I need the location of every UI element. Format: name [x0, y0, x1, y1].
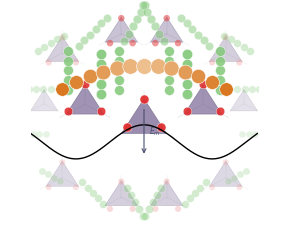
Polygon shape — [230, 90, 257, 111]
Point — [24, 132, 29, 136]
Point — [153, 207, 158, 211]
Point — [242, 87, 247, 90]
Point — [98, 62, 103, 66]
Point — [228, 38, 233, 41]
Point — [182, 202, 187, 205]
Point — [151, 200, 156, 204]
Point — [237, 185, 242, 189]
Point — [143, 3, 148, 6]
Point — [98, 82, 103, 86]
Polygon shape — [46, 161, 79, 186]
Point — [218, 78, 222, 82]
Point — [159, 187, 163, 190]
Point — [237, 61, 242, 64]
Point — [184, 21, 189, 25]
Point — [210, 61, 214, 64]
Point — [249, 87, 254, 90]
Point — [235, 87, 240, 90]
Point — [101, 70, 105, 73]
Point — [185, 82, 190, 86]
Polygon shape — [150, 180, 183, 206]
Circle shape — [61, 31, 227, 196]
Point — [223, 160, 228, 164]
Point — [46, 61, 51, 64]
Point — [176, 41, 180, 45]
Point — [31, 132, 35, 136]
Circle shape — [36, 6, 252, 221]
Point — [246, 132, 251, 136]
Circle shape — [49, 18, 239, 209]
Point — [108, 41, 112, 45]
Point — [223, 87, 228, 90]
Circle shape — [11, 0, 277, 227]
Point — [226, 179, 230, 183]
Point — [130, 25, 135, 28]
Polygon shape — [105, 180, 138, 206]
Point — [96, 196, 101, 200]
Point — [153, 41, 158, 45]
Point — [132, 200, 137, 204]
Polygon shape — [31, 90, 58, 111]
Point — [85, 186, 90, 190]
Point — [122, 39, 127, 43]
Point — [185, 52, 190, 55]
Point — [179, 16, 183, 19]
Polygon shape — [105, 17, 138, 42]
Point — [117, 88, 121, 91]
Point — [198, 186, 203, 190]
Point — [167, 49, 171, 53]
Circle shape — [58, 28, 230, 199]
Point — [88, 33, 92, 37]
Point — [248, 49, 252, 52]
Point — [142, 97, 146, 101]
Point — [167, 78, 171, 82]
Point — [185, 62, 190, 66]
Point — [257, 87, 261, 90]
Point — [55, 38, 60, 41]
Point — [218, 49, 222, 53]
Text: $E_m$: $E_m$ — [149, 125, 160, 138]
Point — [155, 193, 159, 197]
Point — [176, 207, 180, 211]
Point — [128, 65, 133, 68]
Circle shape — [18, 0, 270, 227]
Point — [119, 180, 124, 183]
Point — [98, 92, 103, 96]
Point — [48, 87, 53, 90]
Point — [117, 49, 121, 53]
Point — [82, 39, 87, 42]
Point — [196, 74, 201, 78]
Point — [58, 179, 62, 183]
Point — [203, 181, 208, 184]
Point — [44, 132, 48, 136]
Point — [149, 17, 153, 21]
Point — [169, 67, 174, 70]
Circle shape — [5, 0, 283, 227]
Point — [142, 64, 146, 68]
Point — [201, 82, 205, 86]
Polygon shape — [209, 161, 242, 186]
Point — [238, 173, 242, 176]
Point — [52, 176, 56, 179]
Point — [36, 49, 40, 52]
Point — [125, 125, 129, 129]
Circle shape — [52, 22, 236, 205]
Point — [185, 72, 190, 76]
Circle shape — [14, 0, 274, 227]
Point — [235, 41, 239, 45]
Point — [99, 21, 104, 25]
Point — [125, 187, 129, 190]
Point — [117, 78, 121, 82]
Circle shape — [21, 0, 267, 227]
Point — [167, 69, 171, 72]
Circle shape — [65, 34, 223, 193]
Point — [46, 173, 50, 176]
Point — [187, 196, 192, 200]
